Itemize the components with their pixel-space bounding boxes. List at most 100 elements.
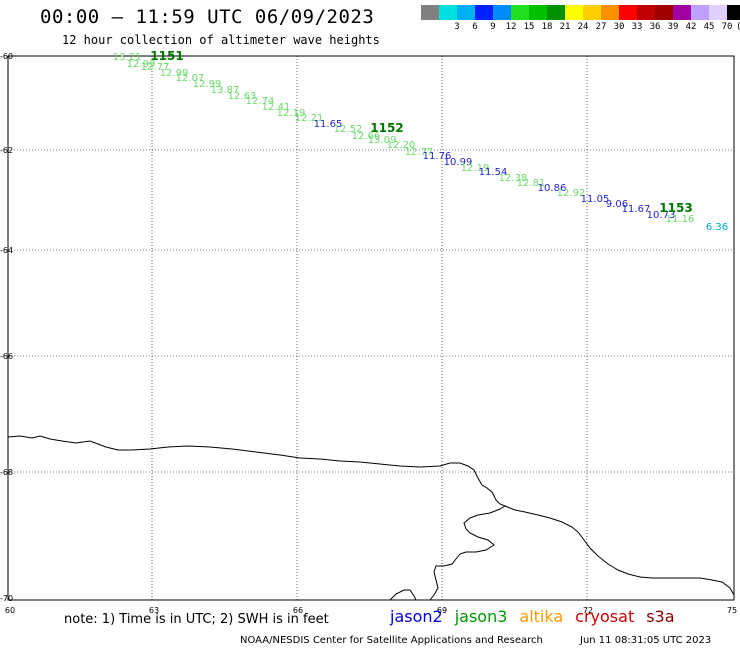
wave-height-value: 12.81 — [517, 178, 546, 189]
color-scale-swatch — [457, 5, 475, 20]
generated-timestamp: Jun 11 08:31:05 UTC 2023 — [580, 635, 712, 646]
color-scale-swatch — [565, 5, 583, 20]
color-scale-swatch — [439, 5, 457, 20]
antarctic-coastline — [7, 435, 507, 601]
color-scale-swatch — [421, 5, 439, 20]
wave-height-value: 11.16 — [666, 214, 695, 225]
color-scale-label: 45 — [703, 22, 715, 32]
color-scale-label: 15 — [523, 22, 535, 32]
color-scale-swatch — [547, 5, 565, 20]
credit-line: NOAA/NESDIS Center for Satellite Applica… — [240, 635, 543, 646]
wave-height-value: 12.99 — [193, 79, 222, 90]
color-scale-swatch — [619, 5, 637, 20]
wave-height-observations: 13.2112.9912.7712.9912.0712.9913.8712.63… — [113, 52, 728, 233]
lon-label: 63 — [149, 606, 159, 615]
map-subtitle: 12 hour collection of altimeter wave hei… — [62, 33, 380, 47]
wave-height-value: 12.77 — [141, 62, 170, 73]
satellite-legend-item: cryosat — [575, 607, 635, 626]
lat-label: -62 — [0, 146, 13, 155]
color-scale-label: 6 — [472, 22, 478, 32]
wave-height-value: 12.92 — [557, 188, 586, 199]
lat-label: -68 — [0, 468, 13, 477]
wave-height-value: 12.66 — [352, 131, 381, 142]
coastline-fragment — [389, 589, 417, 601]
map-frame — [7, 55, 735, 601]
color-scale-label: 39 — [667, 22, 679, 32]
color-scale-label: 42 — [685, 22, 697, 32]
wave-height-value: 12.77 — [405, 147, 434, 158]
antarctic-coastline-east — [504, 505, 735, 596]
lat-label: -66 — [0, 352, 13, 361]
wave-height-value: 12.52 — [334, 124, 363, 135]
wave-height-value: 12.19 — [461, 163, 490, 174]
color-scale-label: 21 — [559, 22, 571, 32]
wave-height-value: 11.65 — [314, 119, 343, 130]
lon-label: 60 — [5, 606, 15, 615]
satellite-legend: jason2 jason3 altika cryosat s3a — [390, 607, 675, 626]
wave-height-value: 12.63 — [228, 91, 257, 102]
wave-height-value: 13.21 — [113, 52, 142, 63]
wave-height-value: 10.73 — [647, 210, 676, 221]
wave-height-value: 12.99 — [160, 68, 189, 79]
time-markers: 1151 1152 1153 — [150, 49, 692, 215]
wave-height-value: 11.76 — [423, 151, 452, 162]
footnote: note: 1) Time is in UTC; 2) SWH is in fe… — [64, 612, 329, 627]
lon-label: 75 — [727, 606, 737, 615]
time-marker: 1152 — [370, 121, 403, 135]
wave-height-value: 12.19 — [277, 108, 306, 119]
wave-height-value: 13.09 — [368, 135, 397, 146]
longitude-labels: 60 63 66 69 72 75 — [5, 606, 737, 615]
wave-height-value: 12.38 — [499, 173, 528, 184]
color-scale-swatch — [529, 5, 547, 20]
color-scale-swatch — [709, 5, 727, 20]
lon-label: 66 — [293, 606, 303, 615]
color-scale-swatch — [493, 5, 511, 20]
wave-height-value: 12.21 — [295, 113, 324, 124]
wave-height-value: 11.67 — [622, 204, 651, 215]
color-scale-label: (ft) — [736, 22, 740, 32]
wave-height-color-scale — [421, 5, 740, 20]
lat-label: -70 — [0, 594, 13, 603]
time-marker: 1151 — [150, 49, 183, 63]
color-scale-swatch — [601, 5, 619, 20]
color-scale-label: 70 — [721, 22, 733, 32]
color-scale-swatch — [511, 5, 529, 20]
wave-height-value: 12.20 — [387, 140, 416, 151]
wave-height-value: 10.99 — [444, 157, 473, 168]
lat-label: -60 — [0, 52, 13, 61]
wave-height-value: 6.36 — [706, 222, 728, 233]
wave-height-value: 12.74 — [246, 96, 275, 107]
wave-height-value: 12.41 — [262, 102, 291, 113]
time-marker: 1153 — [659, 201, 692, 215]
latitude-gridlines — [8, 149, 734, 473]
satellite-legend-item: jason3 — [454, 607, 508, 626]
wave-height-value: 13.87 — [211, 85, 240, 96]
satellite-legend-item: s3a — [646, 607, 675, 626]
wave-height-value: 11.05 — [581, 194, 610, 205]
color-scale-label: 27 — [595, 22, 607, 32]
wave-height-value: 9.06 — [606, 199, 628, 210]
wave-height-value: 12.07 — [176, 73, 205, 84]
color-scale-label: 36 — [649, 22, 661, 32]
lat-label: -64 — [0, 246, 13, 255]
color-scale-label: 9 — [490, 22, 496, 32]
lon-label: 72 — [583, 606, 593, 615]
color-scale-label: 18 — [541, 22, 553, 32]
color-scale-swatch — [655, 5, 673, 20]
color-scale-label: 24 — [577, 22, 589, 32]
color-scale-swatch — [637, 5, 655, 20]
color-scale-swatch — [583, 5, 601, 20]
color-scale-label: 30 — [613, 22, 625, 32]
color-scale-swatch — [475, 5, 493, 20]
color-scale-swatch — [691, 5, 709, 20]
satellite-legend-item: altika — [519, 607, 564, 626]
latitude-labels: -60 -62 -64 -66 -68 -70 — [0, 52, 13, 603]
wave-height-value: 12.99 — [127, 59, 156, 70]
color-scale-swatch — [673, 5, 691, 20]
color-scale-label: 33 — [631, 22, 643, 32]
wave-height-value: 11.54 — [479, 167, 508, 178]
color-scale-label: 12 — [505, 22, 517, 32]
longitude-gridlines — [151, 56, 588, 600]
color-scale-label: 3 — [454, 22, 460, 32]
